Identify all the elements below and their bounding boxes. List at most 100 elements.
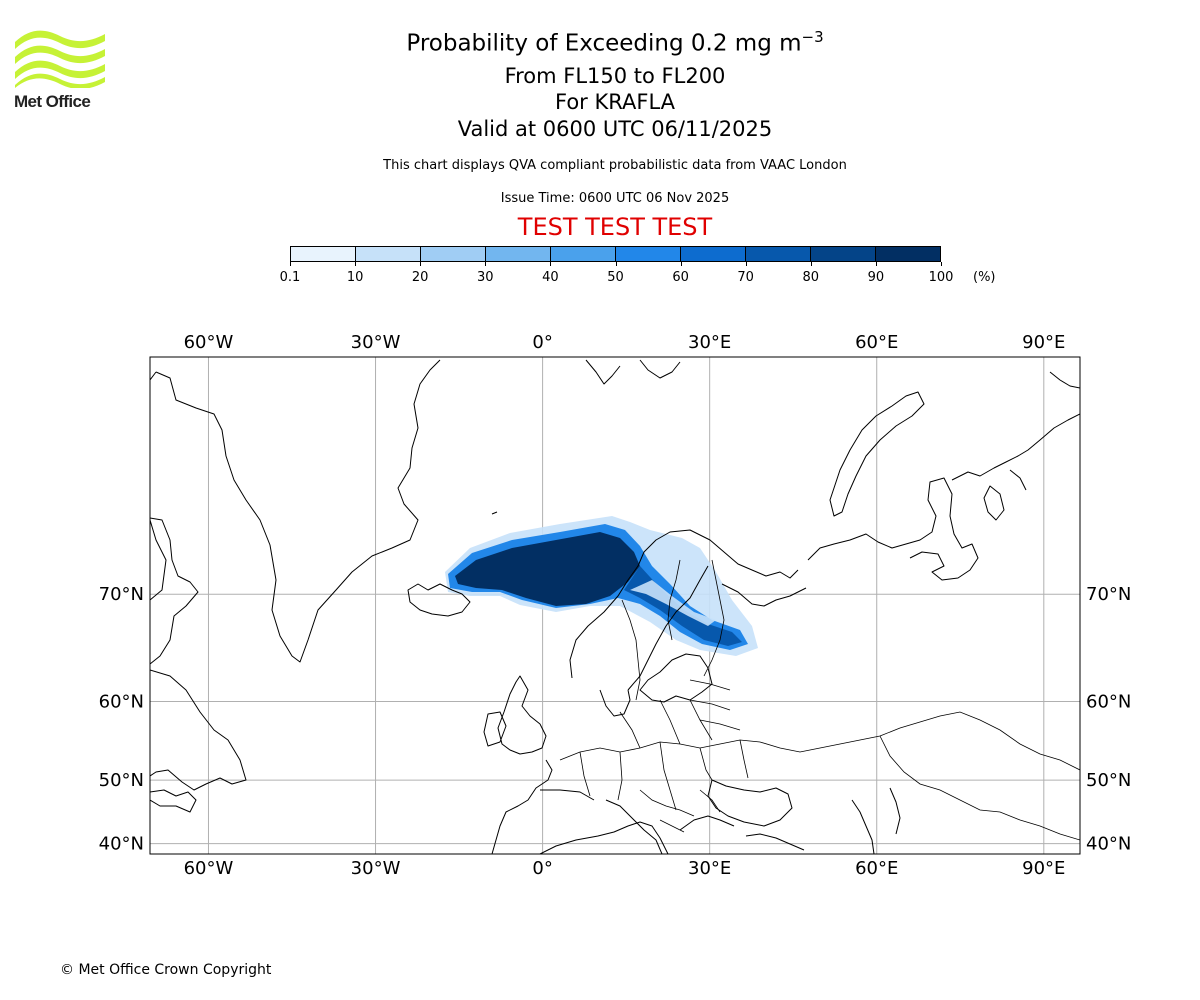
longitude-label-top: 30°E — [688, 332, 731, 353]
chart-title: Probability of Exceeding 0.2 mg m−3 — [0, 28, 1200, 57]
plume-gap — [630, 580, 716, 626]
chart-title-exponent: −3 — [801, 28, 824, 46]
met-office-logo: Met Office — [14, 30, 114, 112]
coastline-italy — [605, 799, 663, 854]
longitude-label-top: 0° — [532, 332, 552, 353]
axis-labels: 60°W 60°W 30°W 30°W 0° 0° 30°E 30°E 60°E 60°E 90°E… — [99, 332, 1132, 879]
flight-level-range: From FL150 to FL200 — [504, 64, 726, 88]
met-office-wave-icon — [15, 30, 105, 90]
border-baltic-states — [689, 679, 741, 731]
coastline-scandinavia — [569, 529, 799, 717]
colorbar-bin-3 — [486, 247, 551, 261]
coastline-siberia — [807, 413, 1080, 581]
border-kazakhstan — [879, 735, 1080, 841]
longitude-label-bottom: 30°E — [688, 858, 731, 879]
coastline-novaya-zemlya — [829, 391, 925, 517]
colorbar-bin-2 — [421, 247, 486, 261]
colorbar-unit: (%) — [973, 270, 996, 285]
coastline-kara — [1049, 371, 1080, 389]
colorbar-tick-label: 20 — [411, 270, 429, 285]
colorbar-tick-label: 50 — [607, 270, 624, 285]
colorbar-tick-mark — [875, 262, 877, 266]
longitude-label-top: 90°E — [1022, 332, 1065, 353]
colorbar-tick-mark — [485, 262, 487, 266]
colorbar-tick-label: 10 — [346, 270, 364, 285]
colorbar-tick-label: 100 — [928, 270, 954, 285]
copyright-notice: © Met Office Crown Copyright — [60, 962, 272, 978]
met-office-logo-text: Met Office — [14, 92, 91, 111]
longitude-label-bottom: 60°W — [184, 858, 234, 879]
colorbar-bin-4 — [551, 247, 616, 261]
colorbar-tick-label: 30 — [477, 270, 494, 285]
plume-core-band — [455, 532, 640, 606]
issue-time: Issue Time: 0600 UTC 06 Nov 2025 — [500, 191, 730, 206]
country-borders — [559, 559, 1080, 841]
coastline-iceland — [407, 583, 471, 617]
latitude-label-left: 70°N — [99, 584, 144, 605]
colorbar-tick-mark — [355, 262, 357, 266]
coastline-caspian — [851, 787, 901, 854]
colorbar-bin-8 — [811, 247, 876, 261]
colorbar-bin-0 — [291, 247, 356, 261]
coastline-labrador — [150, 669, 247, 791]
coastline-taymyr — [983, 469, 1027, 521]
latitude-label-right: 50°N — [1086, 770, 1131, 791]
latitude-label-right: 60°N — [1086, 692, 1131, 713]
coastline-mediterranean — [539, 815, 805, 854]
coastline-jan-mayen — [491, 511, 498, 515]
colorbar-bin-7 — [746, 247, 811, 261]
border-europe-north — [559, 711, 1080, 771]
colorbar-bin-9 — [876, 247, 940, 261]
latitude-label-left: 50°N — [99, 770, 144, 791]
coastline-baffin — [150, 519, 167, 601]
probability-colorbar — [290, 246, 941, 262]
longitude-label-bottom: 90°E — [1022, 858, 1065, 879]
ash-plume — [445, 516, 758, 656]
coastline-british-isles — [483, 675, 547, 755]
colorbar-tick-label: 60 — [672, 270, 689, 285]
border-finland-russia — [703, 559, 725, 677]
latitude-label-left: 40°N — [99, 834, 144, 855]
border-balkans — [639, 789, 721, 833]
colorbar-tick-label: 90 — [867, 270, 885, 285]
colorbar-tick-mark — [680, 262, 682, 266]
colorbar-bin-6 — [681, 247, 746, 261]
colorbar-bin-5 — [616, 247, 681, 261]
colorbar-bin-1 — [356, 247, 421, 261]
coastline-greenland — [155, 359, 441, 663]
colorbar-tick-label: 80 — [802, 270, 820, 285]
border-norway-sweden — [621, 599, 641, 701]
colorbar-tick-mark — [745, 262, 747, 266]
longitude-label-top: 30°W — [351, 332, 401, 353]
chart-title-text: Probability of Exceeding 0.2 mg m — [406, 30, 802, 57]
longitude-label-top: 60°E — [855, 332, 898, 353]
longitude-label-bottom: 30°W — [351, 858, 401, 879]
colorbar-tick-label: 40 — [542, 270, 559, 285]
longitude-label-top: 60°W — [184, 332, 234, 353]
coastline-greenland-east — [150, 371, 199, 665]
coastline-baltic — [639, 653, 713, 703]
map-frame — [149, 356, 1081, 855]
coastline-svalbard — [585, 359, 681, 385]
latitude-label-right: 40°N — [1086, 834, 1131, 855]
colorbar-tick-mark — [941, 262, 942, 266]
latitude-label-left: 60°N — [99, 692, 144, 713]
colorbar-tick-label: 70 — [737, 270, 754, 285]
longitude-label-bottom: 0° — [532, 858, 552, 879]
coastline-white-sea — [721, 583, 807, 607]
coastline-black-sea — [707, 779, 793, 827]
coastline-europe-west — [491, 759, 595, 854]
test-banner: TEST TEST TEST — [517, 213, 713, 241]
colorbar-tick-label: 0.1 — [279, 270, 301, 285]
colorbar-tick-mark — [550, 262, 552, 266]
border-sweden-finland — [667, 559, 681, 641]
latitude-label-right: 70°N — [1086, 584, 1131, 605]
colorbar-tick-mark — [290, 262, 291, 266]
border-europe-central — [579, 699, 749, 811]
colorbar-tick-mark — [420, 262, 422, 266]
coastline-newfoundland — [150, 789, 197, 813]
longitude-label-bottom: 60°E — [855, 858, 898, 879]
compliance-note: This chart displays QVA compliant probab… — [383, 158, 847, 173]
colorbar-tick-mark — [810, 262, 812, 266]
